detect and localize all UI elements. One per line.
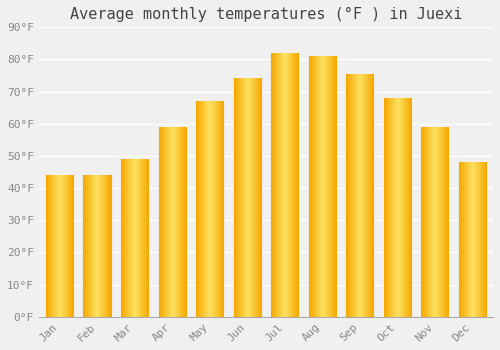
Title: Average monthly temperatures (°F ) in Juexi: Average monthly temperatures (°F ) in Ju… [70, 7, 462, 22]
